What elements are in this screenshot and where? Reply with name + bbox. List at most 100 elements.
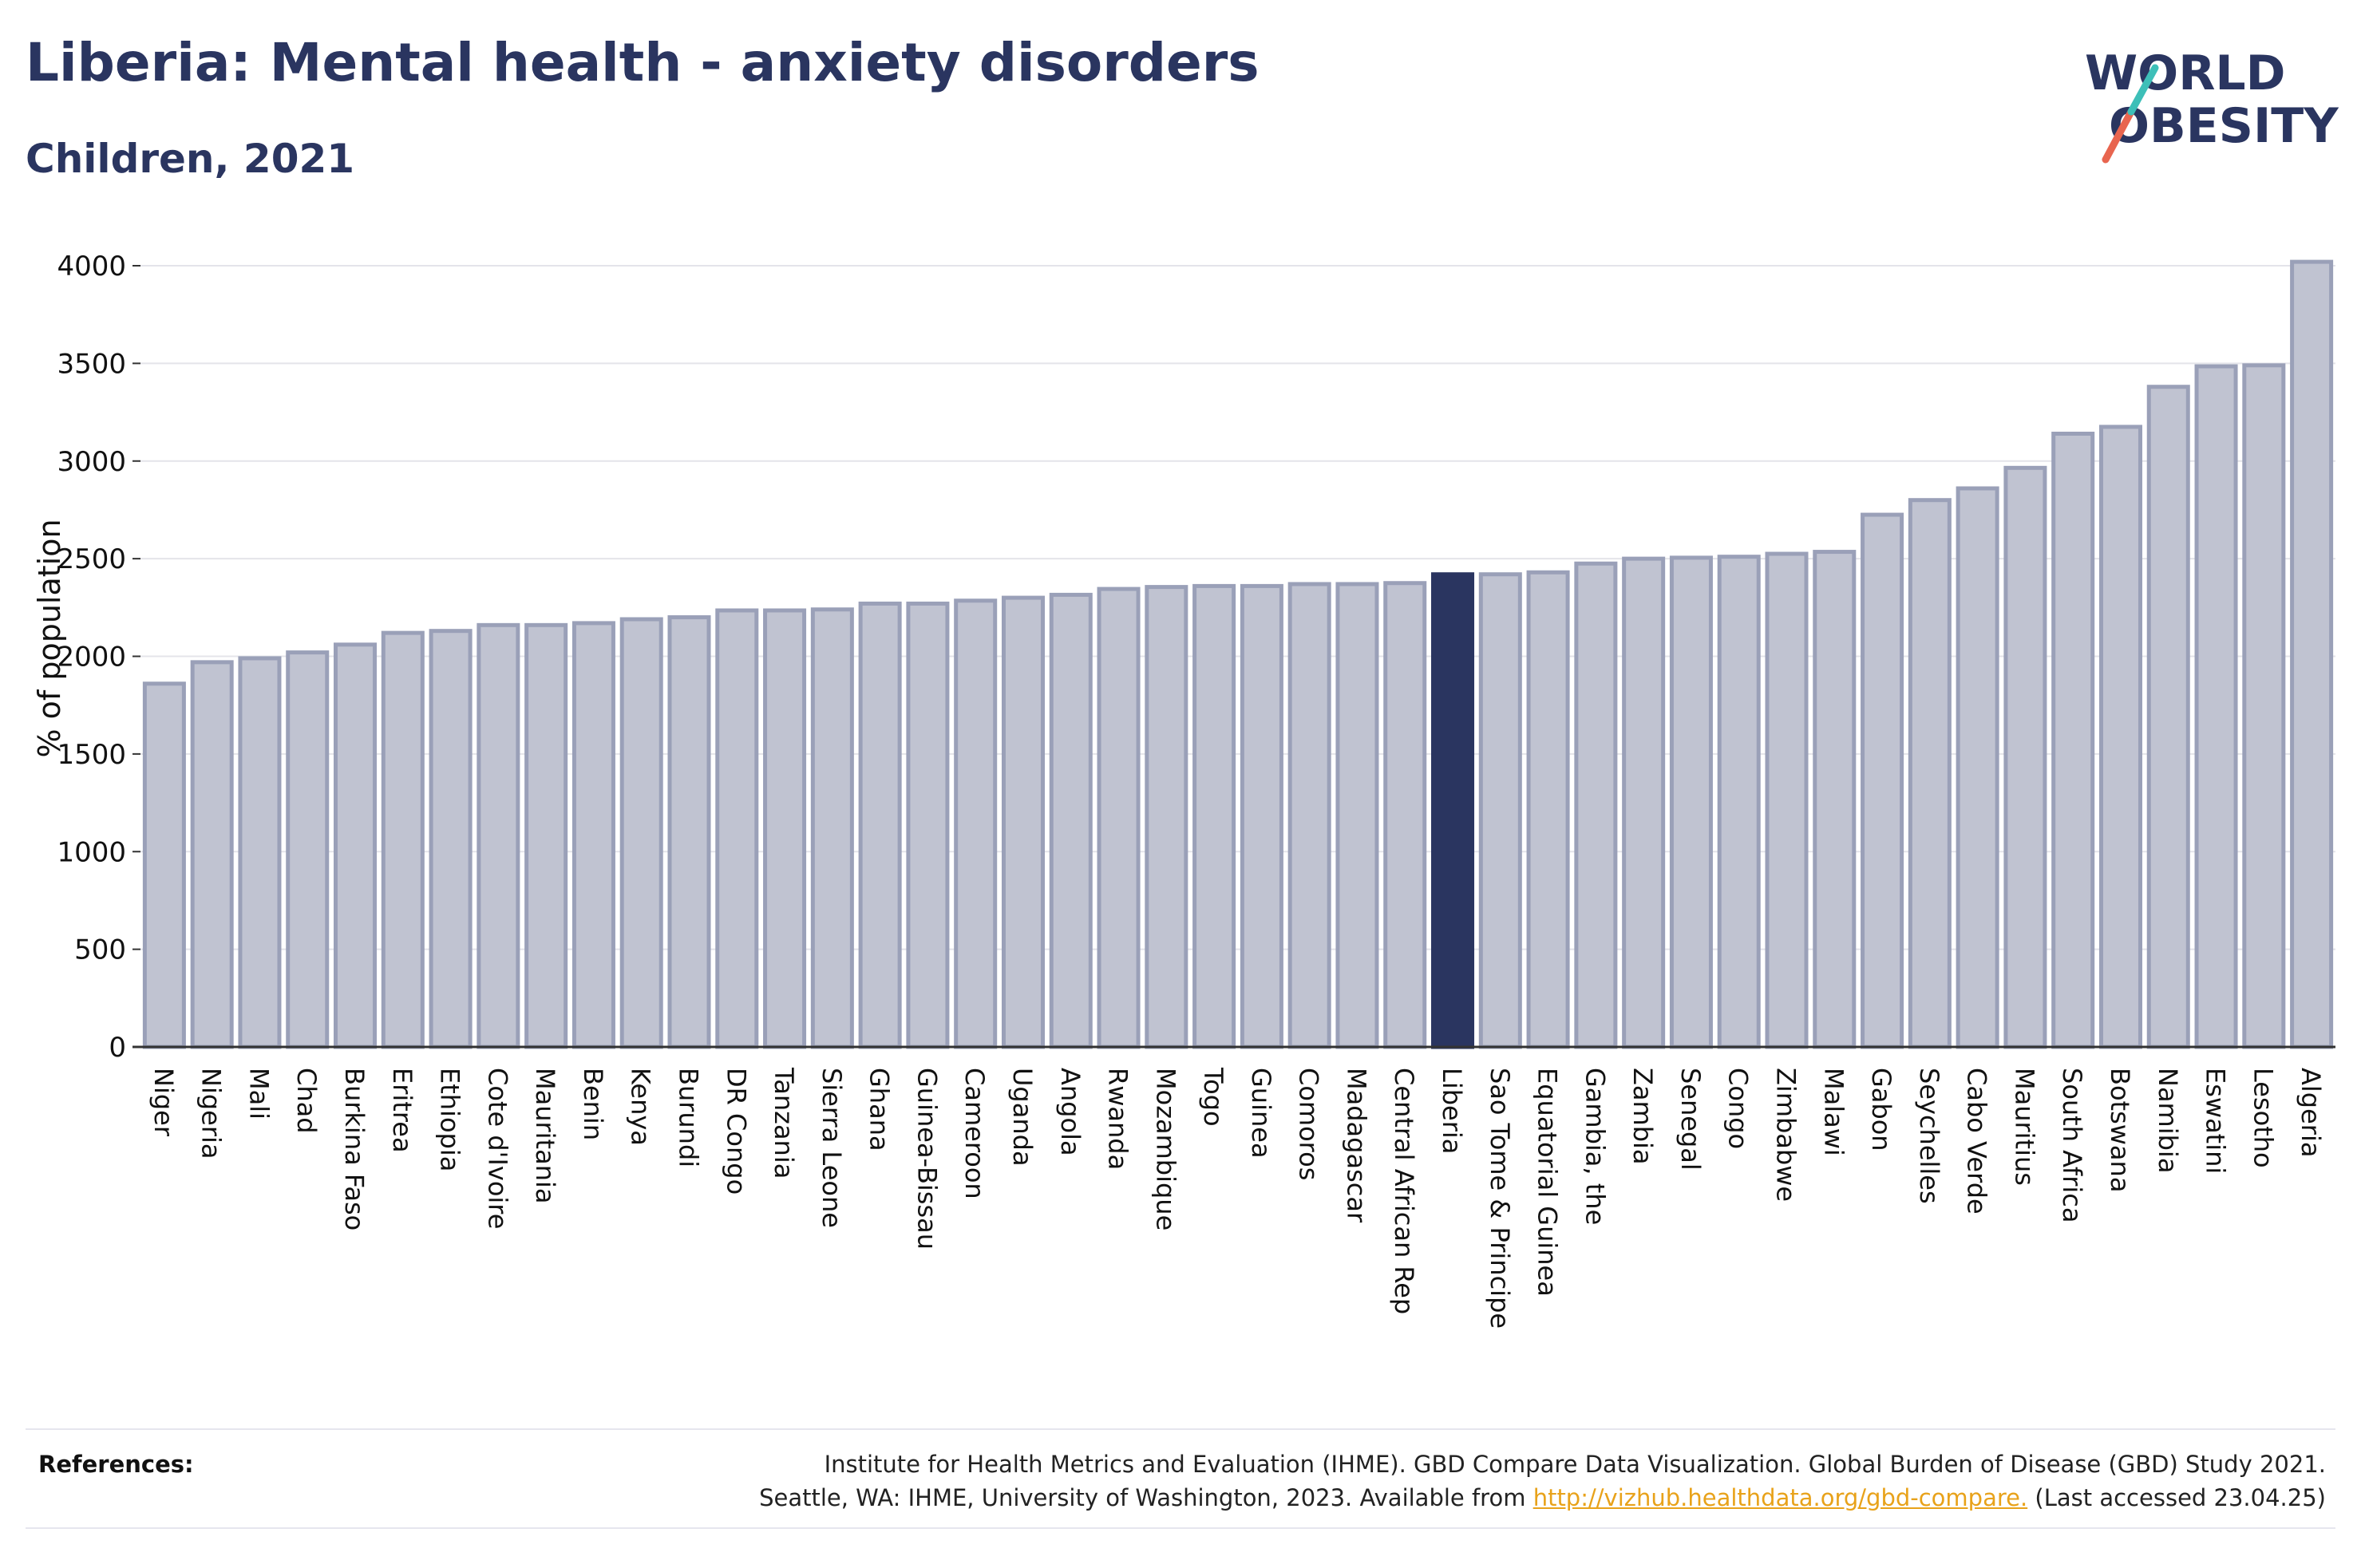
x-tick-label: Nigeria (196, 1068, 227, 1159)
y-tick-label: 1000 (57, 836, 126, 868)
x-tick-label: Namibia (2153, 1068, 2183, 1173)
bar-ethiopia (429, 629, 473, 1049)
bar-cote-d-ivoire (477, 622, 520, 1049)
x-tick-label: Angola (1055, 1068, 1086, 1156)
x-tick-label: Ghana (864, 1068, 895, 1151)
bar-burkina-faso (334, 642, 378, 1049)
logo-slash-red (2102, 108, 2135, 164)
x-tick-label: Mauritania (530, 1068, 560, 1203)
x-tick-label: DR Congo (721, 1068, 751, 1195)
x-tick-label: Botswana (2105, 1068, 2135, 1192)
x-tick-label: Madagascar (1341, 1068, 1371, 1223)
x-axis: Niger Nigeria Mali Chad Burkina Faso Eritrea E… (132, 1045, 2335, 1329)
bar-gabon (1861, 512, 1904, 1049)
chart-title: Liberia: Mental health - anxiety disorde… (26, 32, 1260, 93)
bar-lesotho (2242, 363, 2286, 1049)
bar-cabo-verde (1956, 486, 1999, 1049)
references-line2: Seattle, WA: IHME, University of Washing… (759, 1481, 2326, 1515)
bar-guinea (1240, 583, 1283, 1049)
world-obesity-logo: WORLD OBESITY (2085, 45, 2339, 164)
bar-sao-tome-principe (1478, 572, 1522, 1049)
bar-madagascar (1335, 582, 1379, 1049)
bar-mauritius (2003, 465, 2047, 1049)
bar-dr-congo (715, 608, 759, 1049)
x-tick-label: Ethiopia (435, 1068, 465, 1171)
bar-senegal (1669, 555, 1713, 1049)
bar-togo (1192, 583, 1236, 1049)
bar-central-african-rep (1383, 581, 1427, 1049)
bars (142, 259, 2334, 1049)
references-label: References: (38, 1451, 194, 1478)
x-tick-label: Senegal (1675, 1068, 1706, 1171)
x-tick-label: Chad (291, 1068, 322, 1134)
bar-liberia (1431, 572, 1475, 1049)
y-tick-label: 2500 (57, 543, 126, 575)
bar-guinea-bissau (906, 601, 950, 1049)
x-tick-label: Niger (148, 1068, 179, 1137)
bar-algeria (2290, 259, 2334, 1049)
bar-eritrea (381, 630, 425, 1049)
x-tick-label: Liberia (1437, 1068, 1467, 1154)
x-tick-label: Mozambique (1150, 1068, 1180, 1230)
y-tick-label: 3000 (57, 446, 126, 478)
logo-line1: WORLD (2085, 45, 2285, 101)
x-tick-label: Guinea-Bissau (912, 1068, 942, 1250)
bar-cameroon (954, 598, 998, 1049)
bar-comoros (1287, 582, 1331, 1049)
y-tick-label: 4000 (57, 251, 126, 282)
bar-benin (571, 621, 615, 1049)
x-tick-label: Sao Tome & Principe (1485, 1068, 1515, 1329)
x-tick-label: South Africa (2057, 1068, 2087, 1222)
y-tick-label: 0 (109, 1032, 126, 1064)
x-tick-label: Cameroon (959, 1068, 990, 1199)
x-tick-label: Central African Rep (1389, 1068, 1419, 1314)
x-tick-label: Sierra Leone (817, 1068, 847, 1228)
bar-nigeria (190, 660, 234, 1049)
x-tick-label: Tanzania (769, 1067, 799, 1179)
y-tick-label: 2000 (57, 642, 126, 673)
bar-eswatini (2194, 364, 2238, 1049)
x-tick-label: Eswatini (2201, 1068, 2231, 1174)
x-tick-label: Malawi (1818, 1068, 1849, 1156)
x-tick-label: Uganda (1007, 1068, 1038, 1167)
references-section: References: Institute for Health Metrics… (26, 1428, 2335, 1529)
x-tick-label: Lesotho (2248, 1068, 2278, 1168)
x-tick-label: Guinea (1246, 1068, 1276, 1159)
chart-subtitle: Children, 2021 (26, 136, 355, 182)
x-tick-label: Eritrea (387, 1068, 417, 1153)
bar-namibia (2146, 385, 2190, 1049)
bar-chad (286, 650, 330, 1049)
y-tick-label: 1500 (57, 739, 126, 771)
references-line2-pre: Seattle, WA: IHME, University of Washing… (759, 1484, 1533, 1511)
x-tick-label: Burundi (674, 1068, 704, 1167)
bar-mali (238, 656, 282, 1049)
bar-burundi (667, 615, 711, 1049)
x-tick-label: Benin (578, 1068, 608, 1140)
x-tick-label: Mali (243, 1068, 274, 1120)
bar-rwanda (1097, 587, 1141, 1049)
references-line2-post: (Last accessed 23.04.25) (2027, 1484, 2326, 1511)
y-tick-label: 500 (74, 934, 126, 966)
bar-seychelles (1908, 498, 1952, 1049)
x-tick-label: Equatorial Guinea (1532, 1068, 1563, 1297)
x-tick-label: Kenya (626, 1068, 656, 1146)
y-axis: 0 500 1000 1500 2000 2500 3000 3500 4000 (57, 251, 140, 1064)
bar-malawi (1813, 550, 1857, 1049)
bar-tanzania (763, 608, 807, 1049)
x-tick-label: Cote d'Ivoire (482, 1068, 512, 1229)
references-line1: Institute for Health Metrics and Evaluat… (824, 1451, 2326, 1478)
references-link[interactable]: http://vizhub.healthdata.org/gbd-compare… (1532, 1484, 2028, 1511)
x-tick-label: Seychelles (1914, 1068, 1944, 1204)
bar-congo (1717, 555, 1761, 1049)
bar-angola (1049, 592, 1093, 1049)
bar-zambia (1622, 556, 1666, 1049)
bar-gambia-the (1574, 561, 1618, 1049)
bar-ghana (858, 601, 902, 1049)
x-tick-label: Algeria (2296, 1068, 2326, 1157)
bar-mauritania (524, 622, 568, 1049)
x-tick-label: Comoros (1294, 1068, 1324, 1180)
bar-zimbabwe (1765, 551, 1809, 1049)
bar-equatorial-guinea (1526, 570, 1570, 1049)
x-tick-label: Burkina Faso (339, 1068, 370, 1230)
